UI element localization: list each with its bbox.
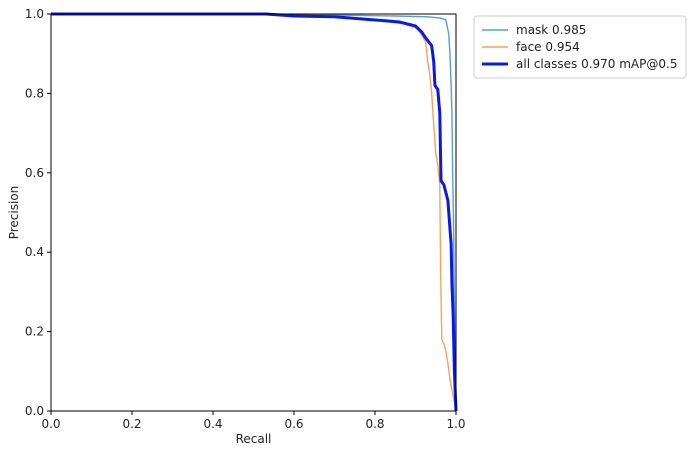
y-axis-ticks: 0.0 0.2 0.4 0.6 0.8 1.0: [25, 7, 51, 418]
legend: mask 0.985 face 0.954 all classes 0.970 mA…: [473, 15, 687, 79]
x-axis-label: Recall: [236, 432, 272, 446]
y-tick-label: 0.4: [25, 245, 44, 259]
x-tick-label: 1.0: [446, 417, 465, 431]
x-tick-label: 0.6: [284, 417, 303, 431]
plot-frame: [50, 13, 457, 412]
y-tick-label: 0.6: [25, 166, 44, 180]
legend-label-1: face 0.954: [516, 40, 580, 54]
legend-box: [473, 15, 687, 79]
x-tick-label: 0.4: [203, 417, 222, 431]
legend-label-2: all classes 0.970 mAP@0.5: [516, 57, 677, 71]
x-axis-ticks: 0.0 0.2 0.4 0.6 0.8 1.0: [41, 411, 466, 431]
series-line-0: [51, 13, 457, 412]
series-line-1: [51, 13, 457, 412]
y-tick-label: 0.2: [25, 325, 44, 339]
y-tick-label: 0.8: [25, 86, 44, 100]
x-tick-label: 0.8: [365, 417, 384, 431]
curves-layer: [51, 12, 458, 412]
y-axis-label: Precision: [7, 186, 21, 240]
legend-label-0: mask 0.985: [516, 23, 586, 37]
series-line-2: [51, 12, 458, 412]
y-tick-label: 0.0: [25, 404, 44, 418]
y-tick-label: 1.0: [25, 7, 44, 21]
x-tick-label: 0.0: [41, 417, 60, 431]
x-tick-label: 0.2: [122, 417, 141, 431]
